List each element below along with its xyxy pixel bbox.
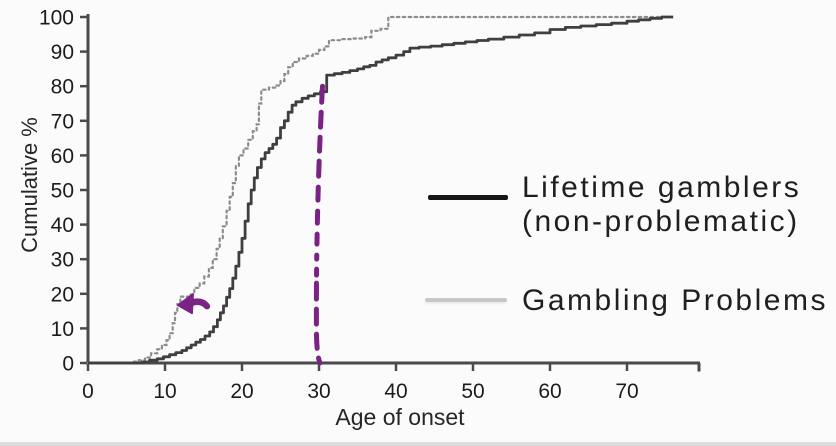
x-tick-label: 50: [461, 380, 484, 403]
y-tick-label: 30: [51, 249, 74, 272]
y-tick-label: 0: [62, 353, 74, 376]
y-tick-label: 60: [51, 145, 74, 168]
x-tick-label: 70: [615, 380, 638, 403]
x-tick-label: 60: [538, 380, 561, 403]
series-lifetime-gamblers-line: [88, 15, 674, 365]
y-tick-label: 100: [39, 7, 74, 30]
y-tick-label: 20: [51, 283, 74, 306]
x-tick-label: 0: [82, 380, 94, 403]
bottom-edge-strip: [0, 442, 836, 446]
x-tick-label: 10: [153, 380, 176, 403]
y-tick-label: 90: [51, 41, 74, 64]
x-tick-label: 40: [384, 380, 407, 403]
x-tick-label: 30: [307, 380, 330, 403]
annotation-age30-dashed-line: [313, 83, 325, 366]
legend-label-gambling-problems: Gambling Problems: [522, 284, 828, 317]
legend-label-line2: (non-problematic): [522, 205, 800, 238]
y-tick-label: 10: [51, 318, 74, 341]
legend-swatch-gambling-problems: [425, 298, 507, 302]
legend-label-line1: Lifetime gamblers: [522, 171, 802, 204]
y-tick-label: 50: [51, 180, 74, 203]
y-tick-label: 80: [51, 76, 74, 99]
y-axis-title: Cumulative %: [17, 117, 42, 253]
legend-label-lifetime-gamblers: Lifetime gamblers (non-problematic): [522, 171, 801, 239]
y-tick-label: 40: [51, 214, 74, 237]
y-tick-label: 70: [51, 110, 74, 133]
x-tick-label: 20: [230, 380, 253, 403]
x-axis-title: Age of onset: [335, 404, 465, 430]
annotation-arrow-head: [176, 293, 194, 315]
legend-swatch-lifetime-gamblers: [428, 195, 508, 200]
series-gambling-problems-line: [86, 15, 675, 365]
